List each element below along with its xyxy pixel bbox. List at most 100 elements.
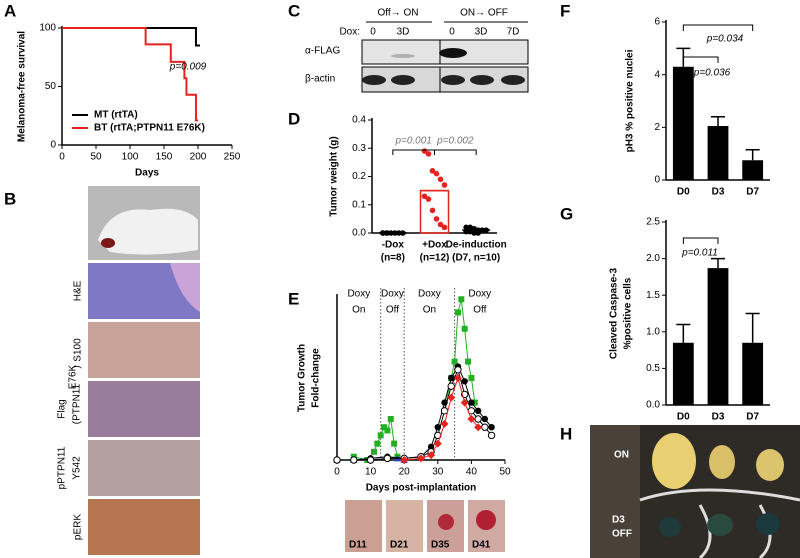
row-label: D3 bbox=[612, 515, 625, 526]
data-point bbox=[437, 221, 444, 228]
bar bbox=[707, 126, 729, 180]
panel-letter: E bbox=[288, 289, 299, 308]
y-tick-label: 0.3 bbox=[352, 143, 366, 154]
y-tick-label: 50 bbox=[45, 81, 57, 92]
marker bbox=[333, 456, 341, 464]
marker bbox=[461, 378, 468, 385]
data-point bbox=[433, 216, 440, 222]
bar bbox=[742, 342, 764, 405]
group-label: Off→ ON bbox=[378, 8, 419, 19]
stain-label: S100 bbox=[73, 338, 84, 362]
marker bbox=[447, 393, 456, 402]
lane-label: 3D bbox=[397, 27, 410, 38]
error-bar bbox=[711, 116, 725, 127]
marker bbox=[453, 374, 462, 382]
marker bbox=[377, 432, 384, 439]
x-axis-label: Days bbox=[135, 168, 159, 179]
marker bbox=[447, 382, 455, 390]
marker bbox=[474, 415, 482, 423]
band bbox=[439, 48, 467, 58]
x-tick-note: (D7, n=10) bbox=[452, 253, 500, 264]
series-line bbox=[337, 368, 492, 461]
stain-label: pERK bbox=[73, 514, 84, 540]
pptpn11-image bbox=[88, 440, 200, 496]
legend-label: BT (rtTA;PTPN11 E76K) bbox=[94, 123, 205, 134]
marker bbox=[474, 423, 483, 432]
data-point bbox=[425, 196, 432, 202]
stain-label: Flag bbox=[57, 399, 68, 418]
marker bbox=[468, 375, 475, 381]
phase-label: Doxy bbox=[381, 289, 404, 300]
marker bbox=[391, 440, 398, 447]
x-tick-label: 50 bbox=[499, 467, 511, 478]
x-tick-label: 0 bbox=[334, 467, 340, 478]
lane-label: 7D bbox=[507, 27, 520, 38]
blot bbox=[361, 39, 441, 65]
x-tick-label: +Dox bbox=[422, 240, 447, 251]
x-tick-label: D0 bbox=[677, 187, 690, 198]
y-tick-label: 1.5 bbox=[646, 290, 660, 301]
data-point bbox=[429, 168, 436, 174]
marker bbox=[467, 415, 476, 423]
x-tick-label: -Dox bbox=[382, 240, 405, 251]
lane-label: 0 bbox=[449, 27, 455, 38]
mouse-body bbox=[98, 208, 198, 255]
x-tick-label: 250 bbox=[224, 152, 241, 163]
x-tick-note: (n=8) bbox=[381, 253, 405, 264]
marker bbox=[350, 456, 358, 464]
photo-label: D21 bbox=[390, 540, 409, 551]
x-tick-label: De-induction bbox=[446, 240, 507, 251]
x-tick-label: 0 bbox=[59, 152, 65, 163]
marker bbox=[433, 439, 442, 448]
panel-letter: G bbox=[560, 204, 573, 223]
x-tick-label: 30 bbox=[432, 467, 444, 478]
y-tick-label: 0 bbox=[50, 140, 56, 151]
marker bbox=[481, 423, 489, 431]
y-axis-label: pH3 % positive nuclei bbox=[625, 49, 636, 152]
stain-label: pPTPN11 bbox=[57, 446, 68, 489]
photo-label: D35 bbox=[431, 540, 450, 551]
bar bbox=[742, 160, 764, 180]
y-axis-label: %positive cells bbox=[623, 277, 634, 349]
data-point bbox=[425, 151, 432, 157]
y-axis-label: Melanoma-free survival bbox=[17, 31, 28, 142]
stain-label: Y542 bbox=[72, 456, 83, 480]
stain-label: E76K bbox=[68, 364, 79, 389]
x-tick-label: 40 bbox=[466, 467, 478, 478]
y-tick-label: 6 bbox=[654, 17, 660, 28]
x-axis-label: Days post-implantation bbox=[366, 483, 477, 494]
marker bbox=[461, 325, 468, 332]
data-point bbox=[433, 170, 440, 177]
y-tick-label: 0.2 bbox=[352, 171, 366, 182]
data-point bbox=[471, 230, 477, 236]
marker bbox=[454, 309, 461, 316]
marker bbox=[471, 399, 478, 406]
x-tick-label: D3 bbox=[712, 187, 725, 198]
phase-label: Doxy bbox=[418, 289, 441, 300]
significance-bracket bbox=[434, 149, 477, 155]
marker bbox=[400, 456, 409, 464]
blot-row-label: β-actin bbox=[305, 74, 335, 85]
significance-bracket bbox=[682, 24, 754, 31]
y-axis-label: Cleaved Caspase-3 bbox=[609, 267, 620, 359]
stain-label: ) bbox=[72, 365, 83, 368]
panel-letter: B bbox=[4, 189, 16, 208]
y-tick-label: 2.5 bbox=[646, 217, 660, 228]
dish-edge bbox=[639, 488, 800, 558]
band bbox=[441, 75, 465, 85]
tumor-photo bbox=[345, 500, 382, 552]
tumor-on bbox=[652, 433, 696, 489]
marker bbox=[366, 456, 375, 464]
y-tick-label: 0 bbox=[654, 175, 660, 186]
data-point bbox=[475, 230, 481, 236]
marker bbox=[427, 451, 436, 460]
band bbox=[391, 54, 415, 58]
y-tick-label: 0.1 bbox=[352, 199, 366, 210]
flag-image bbox=[88, 381, 200, 437]
p-value: p=0.036 bbox=[693, 68, 731, 79]
he-detail bbox=[170, 263, 200, 312]
panel-letter: D bbox=[288, 109, 300, 128]
error-bar bbox=[745, 148, 760, 161]
data-point bbox=[441, 182, 448, 188]
panel-letter: H bbox=[560, 424, 572, 443]
